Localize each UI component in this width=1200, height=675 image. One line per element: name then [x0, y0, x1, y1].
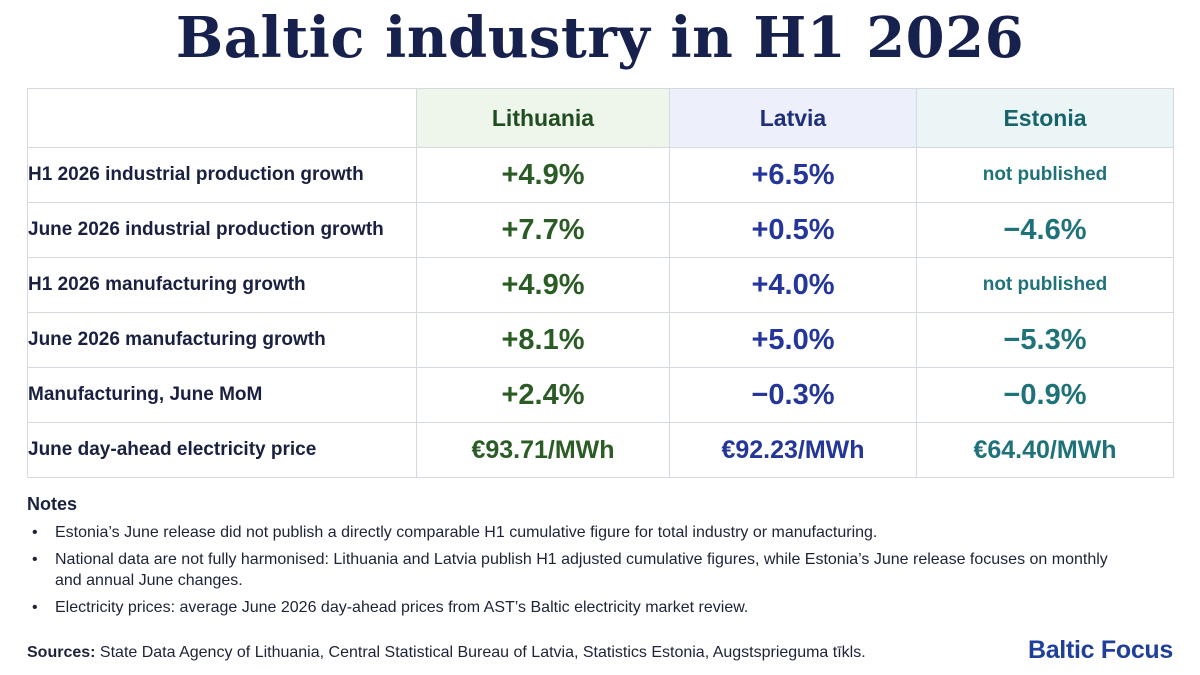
column-header-lithuania: Lithuania	[416, 88, 670, 148]
table-row: June 2026 manufacturing growth +8.1% +5.…	[27, 312, 1174, 368]
table-header-row: Lithuania Latvia Estonia	[27, 88, 1174, 148]
value-lithuania: +7.7%	[416, 202, 670, 258]
value-estonia: not published	[916, 147, 1174, 203]
value-latvia: +5.0%	[669, 312, 917, 368]
value-estonia: −5.3%	[916, 312, 1174, 368]
value-latvia: +6.5%	[669, 147, 917, 203]
row-label: H1 2026 industrial production growth	[27, 147, 417, 203]
bullet-icon: •	[32, 599, 38, 616]
list-item: • National data are not fully harmonised…	[27, 549, 1127, 591]
note-text: Electricity prices: average June 2026 da…	[55, 599, 749, 616]
value-estonia: €64.40/MWh	[916, 422, 1174, 478]
table-row: H1 2026 industrial production growth +4.…	[27, 147, 1174, 203]
comparison-table: Lithuania Latvia Estonia H1 2026 industr…	[27, 88, 1174, 478]
brand-logo: Baltic Focus	[1027, 636, 1173, 664]
column-header-latvia: Latvia	[669, 88, 917, 148]
bullet-icon: •	[32, 524, 38, 541]
note-text: National data are not fully harmonised: …	[55, 551, 1108, 589]
list-item: • Estonia’s June release did not publish…	[27, 522, 1127, 543]
value-lithuania: +4.9%	[416, 147, 670, 203]
table-row: June 2026 industrial production growth +…	[27, 202, 1174, 258]
table-row: Manufacturing, June MoM +2.4% −0.3% −0.9…	[27, 367, 1174, 423]
row-label: Manufacturing, June MoM	[27, 367, 417, 423]
value-lithuania: €93.71/MWh	[416, 422, 670, 478]
value-lithuania: +8.1%	[416, 312, 670, 368]
sources-line: Sources: State Data Agency of Lithuania,…	[27, 644, 866, 662]
page-title: Baltic industry in H1 2026	[175, 5, 1025, 71]
value-latvia: +0.5%	[669, 202, 917, 258]
list-item: • Electricity prices: average June 2026 …	[27, 597, 1127, 618]
notes-section: Notes • Estonia’s June release did not p…	[27, 494, 1127, 624]
row-label: June 2026 industrial production growth	[27, 202, 417, 258]
bullet-icon: •	[32, 551, 38, 568]
value-lithuania: +4.9%	[416, 257, 670, 313]
note-text: Estonia’s June release did not publish a…	[55, 524, 878, 541]
value-estonia: −0.9%	[916, 367, 1174, 423]
value-latvia: +4.0%	[669, 257, 917, 313]
sources-label: Sources:	[27, 644, 96, 661]
table-row: H1 2026 manufacturing growth +4.9% +4.0%…	[27, 257, 1174, 313]
row-label: June 2026 manufacturing growth	[27, 312, 417, 368]
value-latvia: €92.23/MWh	[669, 422, 917, 478]
row-label: H1 2026 manufacturing growth	[27, 257, 417, 313]
sources-text: State Data Agency of Lithuania, Central …	[99, 644, 866, 661]
table-row: June day-ahead electricity price €93.71/…	[27, 422, 1174, 478]
table-corner-cell	[27, 88, 417, 148]
value-lithuania: +2.4%	[416, 367, 670, 423]
notes-list: • Estonia’s June release did not publish…	[27, 522, 1127, 618]
column-header-estonia: Estonia	[916, 88, 1174, 148]
row-label: June day-ahead electricity price	[27, 422, 417, 478]
value-estonia: not published	[916, 257, 1174, 313]
value-estonia: −4.6%	[916, 202, 1174, 258]
value-latvia: −0.3%	[669, 367, 917, 423]
notes-heading: Notes	[27, 494, 78, 514]
